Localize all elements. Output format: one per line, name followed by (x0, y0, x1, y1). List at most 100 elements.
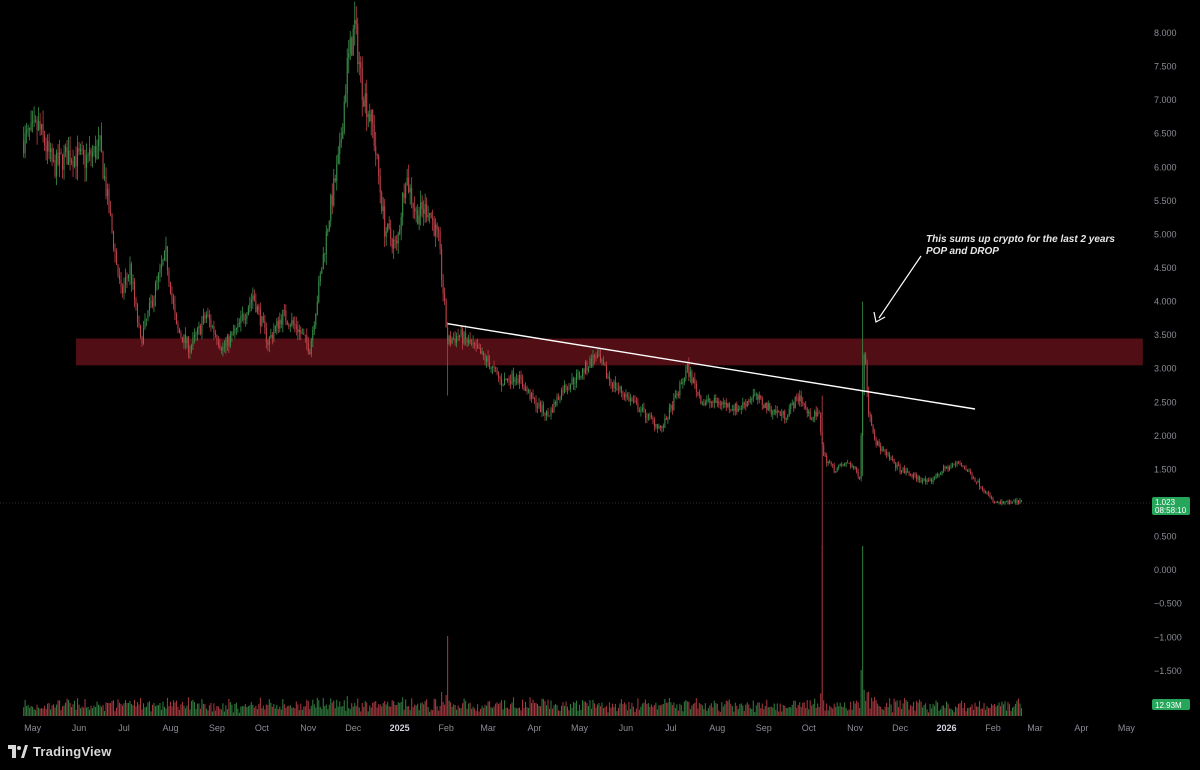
price-axis-tick: 7.500 (1154, 62, 1177, 72)
candle-body (115, 251, 118, 265)
candle-body (616, 388, 618, 390)
candle-body (484, 355, 486, 362)
volume-bar (319, 706, 321, 716)
candle-body (409, 188, 411, 193)
volume-bar (733, 711, 735, 716)
candle-body (817, 412, 819, 417)
candle-body (941, 471, 943, 474)
volume-bar (147, 702, 149, 716)
candle-body (1008, 501, 1011, 504)
time-axis-tick: 2025 (390, 723, 410, 733)
candle-body (731, 409, 733, 410)
volume-bar (667, 702, 669, 716)
volume-bar (919, 699, 921, 716)
candle-body (875, 439, 877, 445)
volume-bar (818, 707, 820, 716)
candle-body (649, 414, 651, 416)
candle-body (69, 150, 71, 163)
volume-bar (480, 708, 482, 716)
candle-body (622, 392, 624, 395)
candle-body (153, 297, 155, 307)
candle-body (667, 419, 669, 420)
volume-bar (962, 708, 964, 716)
candle-body (869, 413, 871, 417)
volume-bar (376, 707, 378, 716)
candle-body (785, 418, 787, 420)
volume-bar (980, 708, 982, 716)
volume-bar (694, 702, 696, 716)
volume-bar (917, 702, 919, 716)
volume-bar (330, 698, 332, 716)
candle-body (884, 450, 886, 452)
candle-body (324, 253, 326, 255)
volume-bar (117, 699, 119, 716)
volume-bar (451, 706, 453, 716)
candle-body (827, 461, 829, 463)
candle-body (833, 465, 835, 473)
volume-bar (138, 704, 140, 716)
volume-bar (806, 699, 808, 716)
price-axis[interactable]: 8.000 7.500 7.000 6.500 6.000 5.500 5.000 4.500… (1154, 28, 1182, 676)
candle-body (432, 218, 434, 221)
candle-body (364, 93, 366, 107)
volume-bar (577, 710, 579, 716)
candle-body (628, 395, 630, 402)
candle-body (620, 386, 622, 393)
candle-body (406, 177, 408, 186)
candle-body (934, 478, 936, 480)
volume-bar (532, 699, 534, 716)
candle-body (826, 455, 828, 463)
volume-bar (707, 708, 709, 716)
volume-bar (424, 701, 426, 716)
candle-body (811, 418, 813, 420)
volume-bar (743, 711, 745, 716)
tradingview-logo[interactable]: TradingView (8, 744, 112, 759)
volume-bar (872, 701, 874, 716)
volume-bar (435, 699, 437, 716)
volume-bar (869, 708, 871, 716)
candle-body (673, 397, 675, 411)
volume-bar (333, 700, 335, 716)
volume-bar (701, 705, 703, 716)
volume-bar (490, 707, 492, 716)
volume-bar (878, 705, 880, 716)
candle-body (322, 254, 324, 270)
candle-body (911, 475, 913, 478)
candle-body (742, 402, 744, 409)
volume-bar (742, 705, 744, 716)
candle-body (163, 250, 165, 261)
candle-body (1002, 501, 1005, 504)
candle-body (554, 401, 557, 405)
volume-bar (412, 707, 414, 716)
candle-body (662, 426, 664, 428)
candle-body (237, 323, 239, 328)
candle-body (339, 142, 341, 154)
volume-bar (367, 711, 369, 716)
candle-body (542, 405, 545, 413)
volume-bar (298, 710, 300, 716)
candle-body (180, 332, 182, 338)
volume-bar (63, 705, 65, 716)
candle-body (183, 334, 185, 343)
volume-bar (379, 704, 381, 716)
candle-body (243, 314, 245, 320)
volume-bar (481, 705, 483, 716)
volume-bar (217, 706, 219, 716)
volume-bar (235, 702, 237, 716)
volume-bar (321, 708, 323, 716)
time-axis[interactable]: May Jun Jul Aug Sep Oct Nov Dec 2025 Feb Mar Apr May… (24, 723, 1135, 733)
volume-bar (357, 698, 359, 716)
candle-body (295, 324, 297, 330)
candle-body (309, 352, 311, 355)
candle-body (256, 306, 258, 312)
time-axis-tick: Nov (300, 723, 317, 733)
plot-area[interactable]: This sums up crypto for the last 2 years… (23, 1, 1143, 716)
candle-body (273, 331, 275, 339)
volume-bar (123, 703, 125, 716)
volume-bar (809, 700, 811, 716)
candle-body (333, 178, 335, 206)
candle-body (229, 335, 231, 346)
resistance-zone[interactable] (76, 338, 1143, 366)
trendline[interactable] (447, 323, 976, 410)
